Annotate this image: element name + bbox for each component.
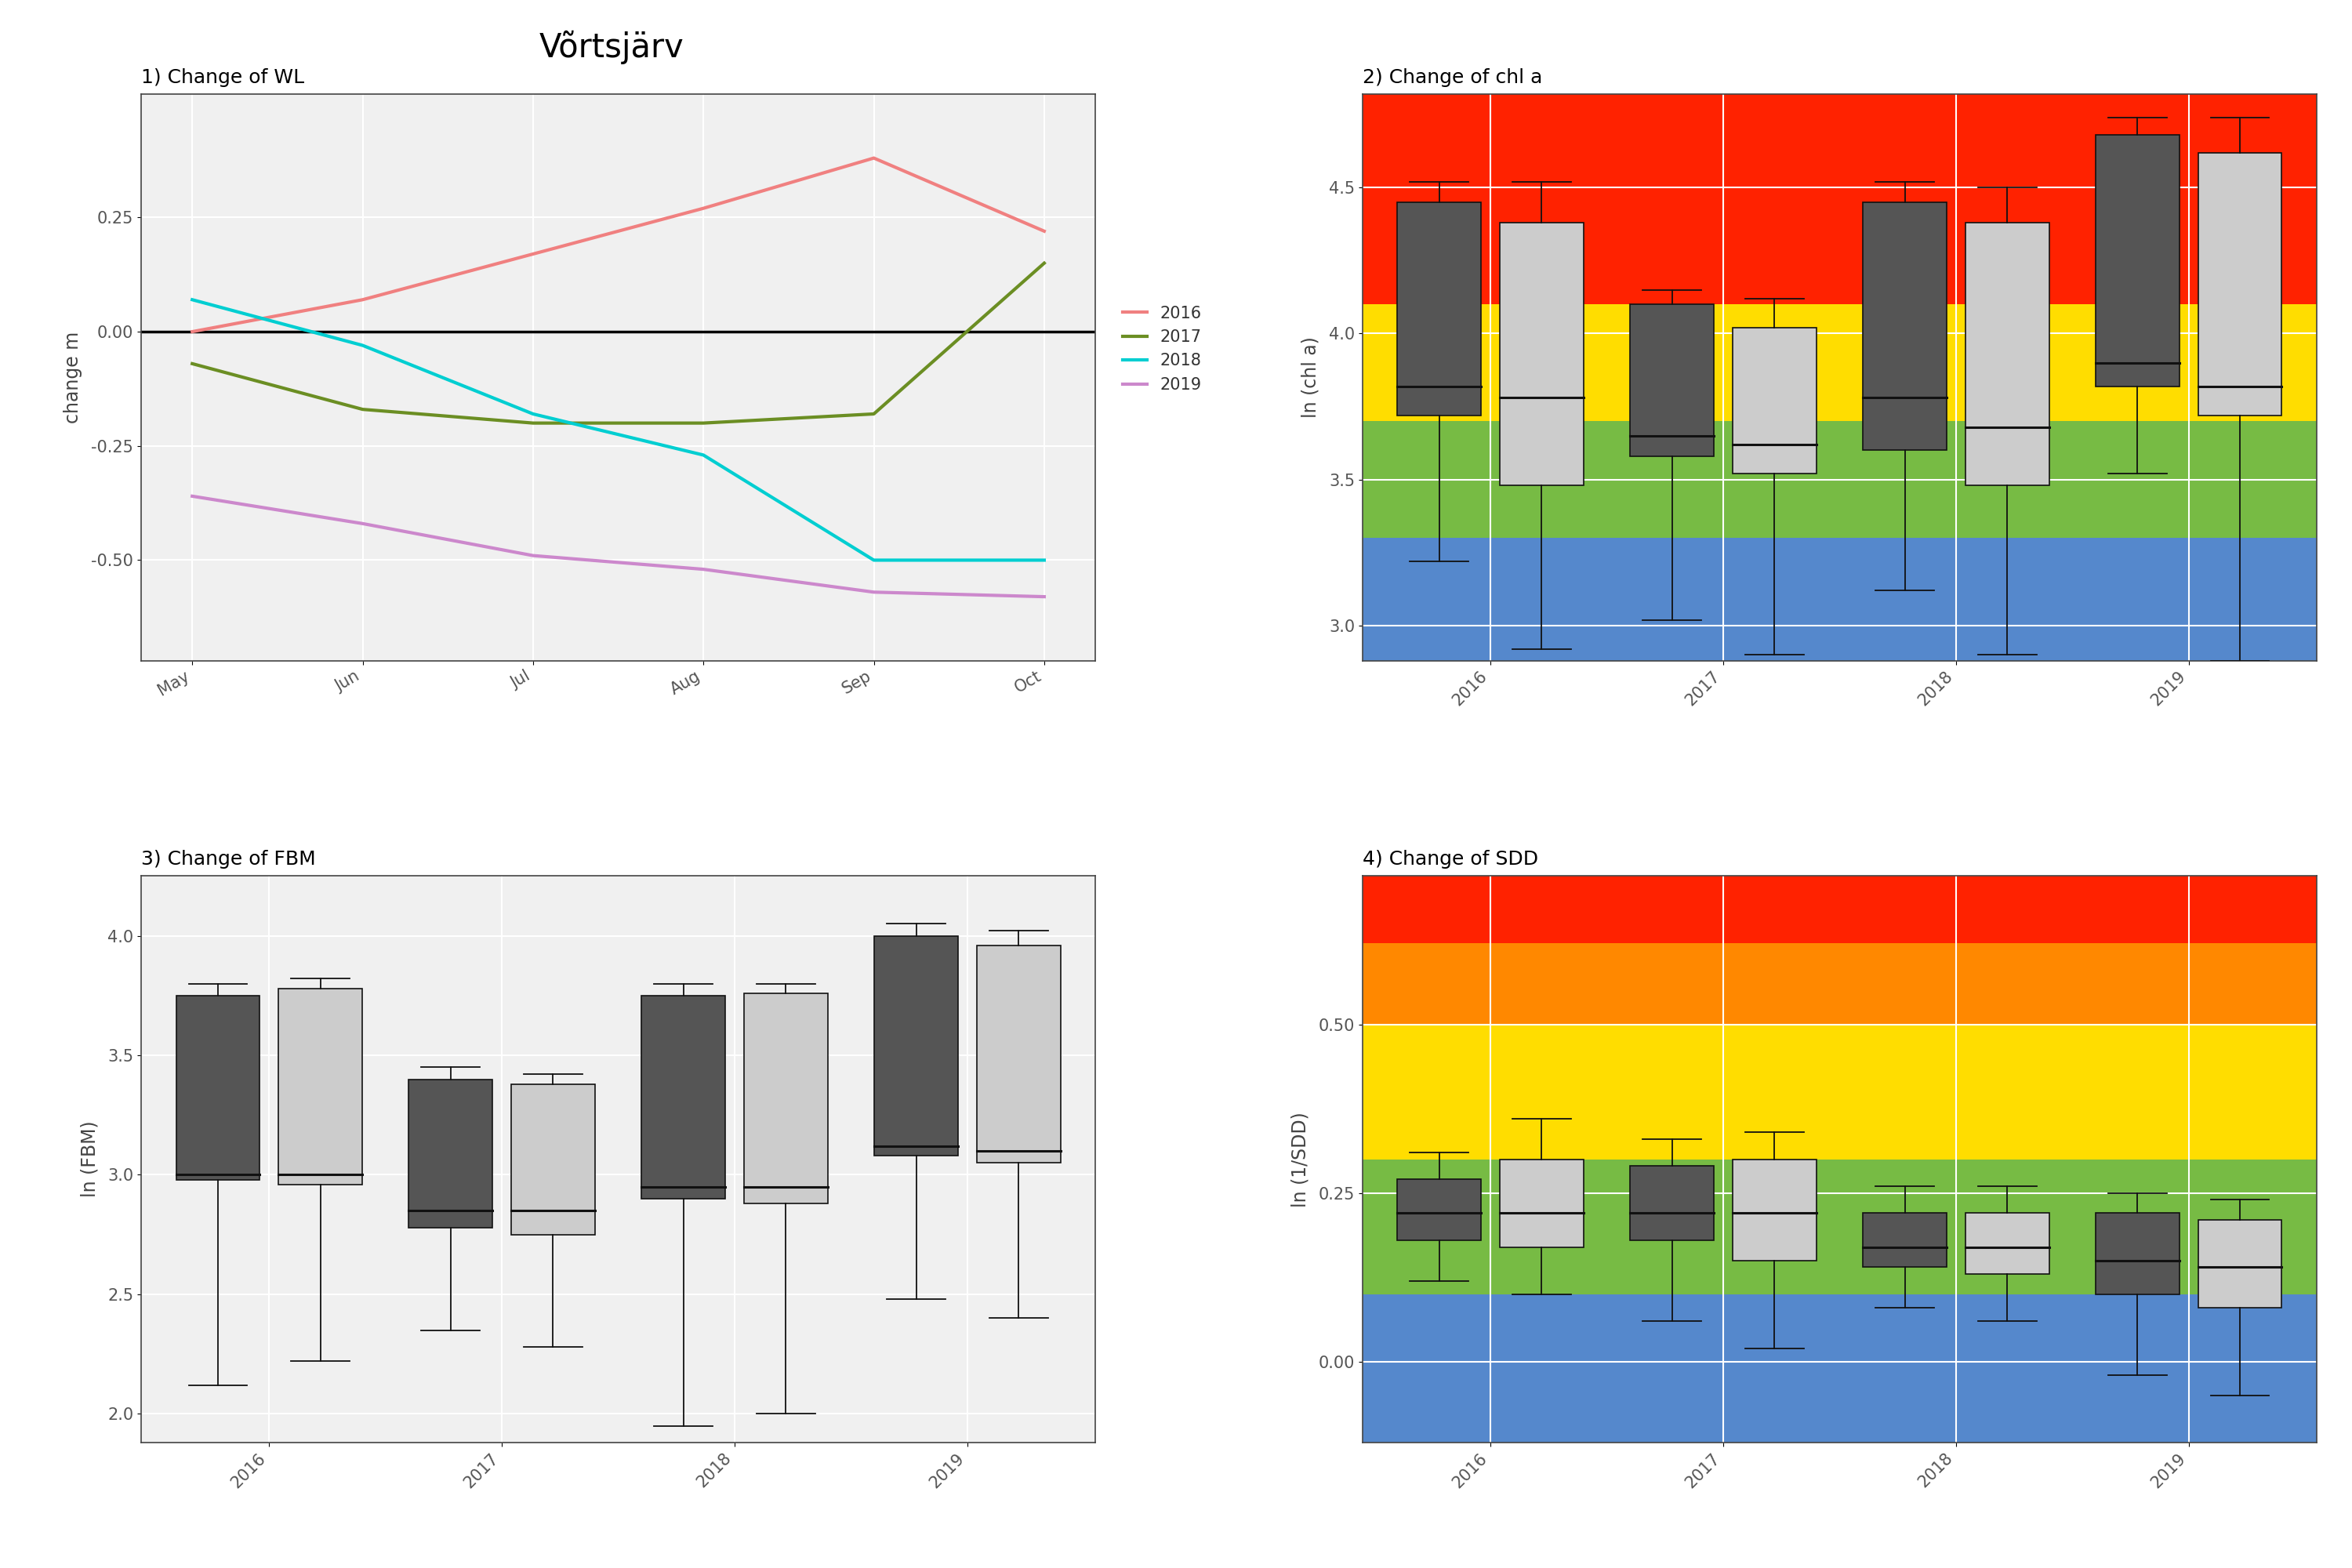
Bar	[1397, 202, 1482, 416]
2017	[1030, 254, 1058, 273]
2019	[348, 514, 376, 533]
Bar	[1863, 202, 1947, 450]
Bar	[1362, 538, 2317, 660]
2016	[1030, 221, 1058, 240]
Bar	[1501, 1159, 1583, 1247]
Bar	[1630, 1167, 1715, 1240]
Bar	[176, 996, 259, 1179]
Bar	[1362, 944, 2317, 1024]
2017	[520, 414, 548, 433]
2016	[689, 199, 717, 218]
Bar	[875, 936, 957, 1156]
Bar	[510, 1083, 595, 1234]
Line: 2016: 2016	[193, 158, 1044, 332]
Line: 2017: 2017	[193, 263, 1044, 423]
2018	[861, 550, 889, 569]
2018	[1030, 550, 1058, 569]
2019	[689, 560, 717, 579]
Bar	[1362, 94, 2317, 304]
Bar	[1501, 223, 1583, 486]
Line: 2019: 2019	[193, 495, 1044, 597]
Y-axis label: ln (FBM): ln (FBM)	[80, 1121, 99, 1198]
2018	[689, 445, 717, 464]
Bar	[409, 1079, 492, 1228]
Bar	[1863, 1214, 1947, 1267]
2019	[179, 486, 207, 505]
Bar	[1362, 1294, 2317, 1443]
Text: 3) Change of FBM: 3) Change of FBM	[141, 850, 315, 869]
Bar	[1397, 1179, 1482, 1240]
Bar	[2096, 135, 2180, 386]
Text: 2) Change of chl a: 2) Change of chl a	[1362, 69, 1543, 88]
2018	[179, 290, 207, 309]
2019	[861, 583, 889, 602]
2019	[520, 546, 548, 564]
Bar	[1362, 304, 2317, 422]
Text: 1) Change of WL: 1) Change of WL	[141, 69, 303, 88]
Bar	[1630, 304, 1715, 456]
2017	[861, 405, 889, 423]
Bar	[278, 988, 362, 1184]
Bar	[976, 946, 1061, 1163]
Bar	[743, 993, 828, 1204]
Legend: 2016, 2017, 2018, 2019: 2016, 2017, 2018, 2019	[1122, 306, 1202, 392]
2018	[520, 405, 548, 423]
2017	[179, 354, 207, 373]
Bar	[2199, 152, 2281, 416]
2017	[348, 400, 376, 419]
2016	[520, 245, 548, 263]
2018	[348, 336, 376, 354]
Y-axis label: ln (1/SDD): ln (1/SDD)	[1291, 1112, 1310, 1207]
Text: 4) Change of SDD: 4) Change of SDD	[1362, 850, 1538, 869]
2016	[348, 290, 376, 309]
Bar	[1362, 877, 2317, 944]
Bar	[2096, 1214, 2180, 1294]
Bar	[1966, 223, 2049, 486]
Text: Võrtsjärv: Võrtsjärv	[539, 30, 684, 64]
Y-axis label: ln (chl a): ln (chl a)	[1301, 337, 1319, 419]
Bar	[1733, 1159, 1816, 1261]
Bar	[1362, 1159, 2317, 1294]
2019	[1030, 588, 1058, 607]
Bar	[1362, 422, 2317, 538]
Bar	[2199, 1220, 2281, 1308]
2017	[689, 414, 717, 433]
Bar	[1733, 328, 1816, 474]
2016	[861, 149, 889, 168]
Line: 2018: 2018	[193, 299, 1044, 560]
Bar	[1966, 1214, 2049, 1273]
Y-axis label: change m: change m	[64, 331, 82, 423]
Bar	[642, 996, 724, 1198]
Bar	[1362, 1024, 2317, 1159]
2016	[179, 323, 207, 342]
